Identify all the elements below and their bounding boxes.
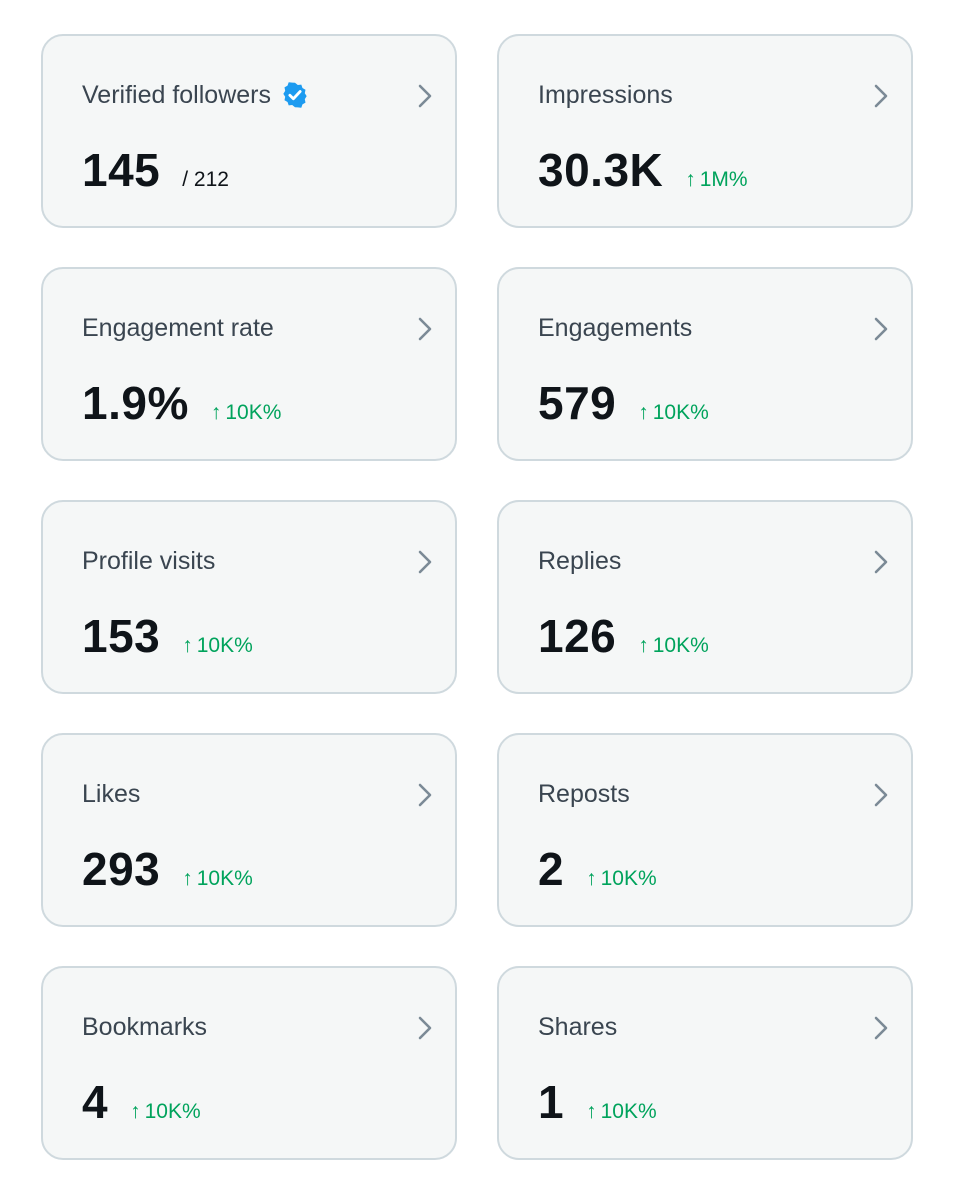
- metric-value: 153: [82, 610, 161, 662]
- metric-change-value: 10K%: [652, 401, 709, 424]
- card-title-row: Impressions: [538, 80, 673, 110]
- metric-row: 153 ↑ 10K%: [82, 608, 253, 664]
- metric-row: 1 ↑ 10K%: [538, 1074, 657, 1130]
- metric-value: 30.3K: [538, 144, 664, 196]
- chevron-right-icon: [874, 84, 888, 108]
- chevron-right-icon: [874, 550, 888, 574]
- metric-value: 126: [538, 610, 617, 662]
- metric-row: 4 ↑ 10K%: [82, 1074, 201, 1130]
- metric-value: 1.9%: [82, 377, 189, 429]
- card-bookmarks[interactable]: Bookmarks 4 ↑ 10K%: [41, 966, 457, 1160]
- metric-change-value: 10K%: [196, 634, 253, 657]
- card-title: Replies: [538, 547, 622, 575]
- card-title-row: Engagements: [538, 313, 692, 343]
- metric-change: ↑ 10K%: [638, 634, 709, 658]
- metric-change: ↑ 10K%: [182, 867, 253, 891]
- chevron-right-icon: [874, 1016, 888, 1040]
- arrow-up-icon: ↑: [210, 401, 222, 424]
- chevron-right-icon: [418, 550, 432, 574]
- metric-change-value: 10K%: [600, 1100, 657, 1123]
- chevron-right-icon: [874, 783, 888, 807]
- metric-row: 126 ↑ 10K%: [538, 608, 709, 664]
- card-title-row: Likes: [82, 779, 140, 809]
- card-title: Reposts: [538, 780, 630, 808]
- chevron-right-icon: [874, 317, 888, 341]
- card-title-row: Reposts: [538, 779, 630, 809]
- metric-value: 293: [82, 843, 161, 895]
- arrow-up-icon: ↑: [182, 634, 193, 657]
- metric-change: ↑ 10K%: [586, 1100, 657, 1124]
- card-title: Verified followers: [82, 81, 271, 109]
- card-likes[interactable]: Likes 293 ↑ 10K%: [41, 733, 457, 927]
- metric-change: ↑ 1M%: [685, 168, 747, 192]
- verified-badge-icon: [283, 82, 307, 108]
- metric-change: ↑ 10K%: [130, 1100, 201, 1124]
- card-engagements[interactable]: Engagements 579 ↑ 10K%: [497, 267, 913, 461]
- metric-value: 4: [82, 1076, 109, 1128]
- card-title-row: Replies: [538, 546, 621, 576]
- metric-row: 293 ↑ 10K%: [82, 841, 253, 897]
- card-profile-visits[interactable]: Profile visits 153 ↑ 10K%: [41, 500, 457, 694]
- card-title: Engagement rate: [82, 314, 274, 342]
- arrow-up-icon: ↑: [638, 634, 649, 657]
- metric-row: 579 ↑ 10K%: [538, 375, 709, 431]
- metric-change-value: 1M%: [699, 168, 748, 191]
- metric-row: 2 ↑ 10K%: [538, 841, 657, 897]
- metric-row: 1.9% ↑ 10K%: [82, 375, 281, 431]
- card-title: Likes: [82, 780, 141, 808]
- metric-change: ↑ 10K%: [182, 634, 253, 658]
- metric-change-value: 10K%: [196, 867, 253, 890]
- card-title-row: Verified followers: [82, 80, 309, 110]
- chevron-right-icon: [418, 317, 432, 341]
- metric-row: 145 / 212: [82, 142, 229, 198]
- card-engagement-rate[interactable]: Engagement rate 1.9% ↑ 10K%: [41, 267, 457, 461]
- metric-change-value: 10K%: [600, 867, 657, 890]
- arrow-up-icon: ↑: [638, 401, 649, 424]
- card-reposts[interactable]: Reposts 2 ↑ 10K%: [497, 733, 913, 927]
- chevron-right-icon: [418, 84, 432, 108]
- card-title: Impressions: [538, 81, 673, 109]
- card-shares[interactable]: Shares 1 ↑ 10K%: [497, 966, 913, 1160]
- card-title: Bookmarks: [82, 1013, 208, 1041]
- card-verified-followers[interactable]: Verified followers 145 / 212: [41, 34, 457, 228]
- card-title-row: Profile visits: [82, 546, 215, 576]
- arrow-up-icon: ↑: [130, 1100, 141, 1123]
- metric-change: ↑ 10K%: [638, 401, 709, 425]
- chevron-right-icon: [418, 783, 432, 807]
- card-title: Shares: [538, 1013, 618, 1041]
- metric-value: 2: [538, 843, 565, 895]
- metric-value: 1: [538, 1076, 565, 1128]
- metric-change-value: 10K%: [144, 1100, 201, 1123]
- card-title-row: Shares: [538, 1012, 617, 1042]
- arrow-up-icon: ↑: [182, 867, 193, 890]
- metric-value: 579: [538, 377, 617, 429]
- arrow-up-icon: ↑: [685, 168, 696, 191]
- metric-change-value: 10K%: [652, 634, 709, 657]
- arrow-up-icon: ↑: [586, 867, 597, 890]
- metric-row: 30.3K ↑ 1M%: [538, 142, 748, 198]
- card-title-row: Engagement rate: [82, 313, 274, 343]
- metric-total: / 212: [182, 168, 229, 191]
- card-title-row: Bookmarks: [82, 1012, 207, 1042]
- metric-change-value: 10K%: [225, 401, 282, 424]
- metric-value: 145: [82, 144, 161, 196]
- metrics-grid: Verified followers 145 / 212 Impressions…: [41, 34, 913, 1160]
- metric-change: ↑ 10K%: [211, 401, 282, 425]
- chevron-right-icon: [418, 1016, 432, 1040]
- metric-change: ↑ 10K%: [586, 867, 657, 891]
- card-title: Profile visits: [82, 547, 216, 575]
- card-title: Engagements: [538, 314, 693, 342]
- card-replies[interactable]: Replies 126 ↑ 10K%: [497, 500, 913, 694]
- card-impressions[interactable]: Impressions 30.3K ↑ 1M%: [497, 34, 913, 228]
- arrow-up-icon: ↑: [586, 1100, 597, 1123]
